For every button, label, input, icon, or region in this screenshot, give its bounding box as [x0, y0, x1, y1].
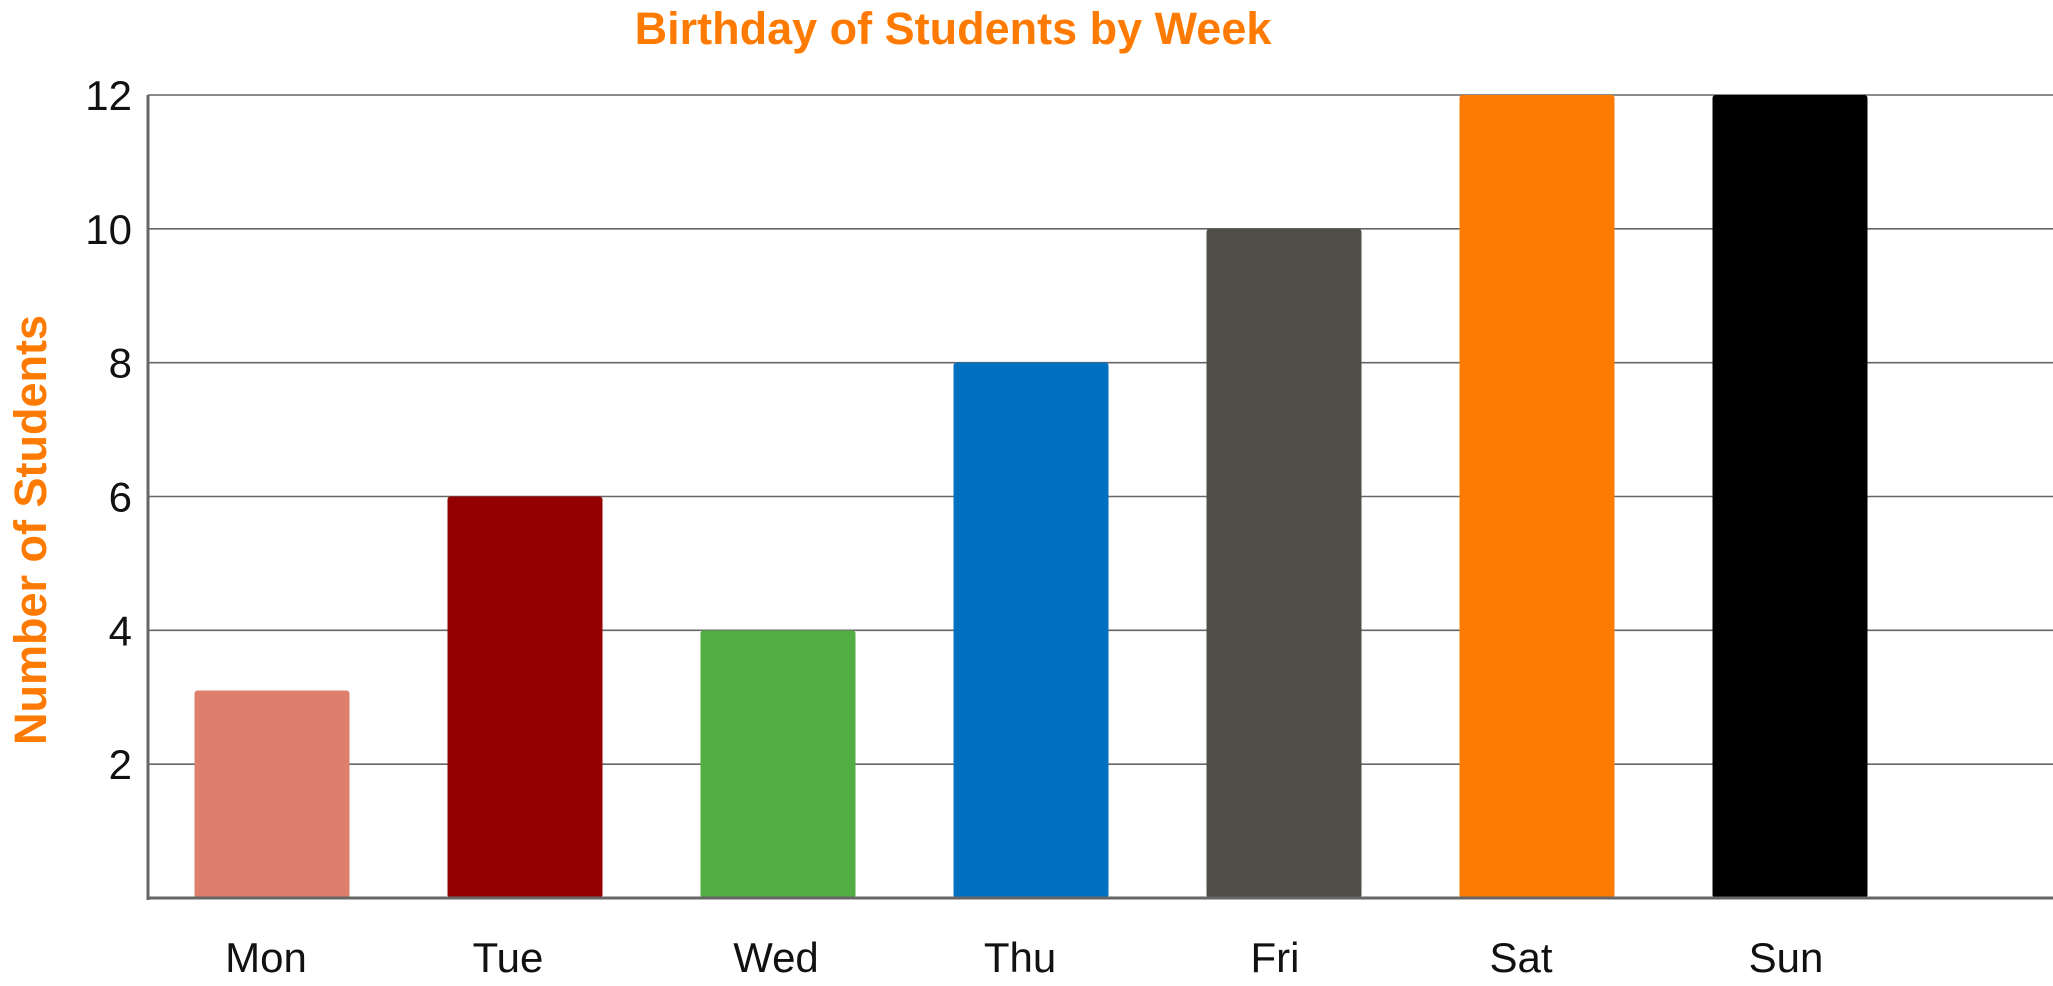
y-axis-label: Number of Students [5, 315, 56, 745]
y-tick-label: 6 [109, 474, 132, 521]
axes [146, 95, 2053, 900]
x-tick-label: Sat [1489, 934, 1552, 981]
bar-mon [194, 690, 350, 898]
y-tick-label: 2 [109, 741, 132, 788]
x-tick-label: Tue [473, 934, 544, 981]
bar-fri [1206, 228, 1362, 899]
bars [194, 95, 1868, 899]
y-tick-label: 12 [85, 72, 132, 119]
y-tick-labels: 2 4 6 8 10 12 [85, 72, 132, 788]
x-tick-label: Fri [1251, 934, 1300, 981]
bar-wed [700, 630, 856, 898]
bar-tue [447, 496, 603, 898]
x-tick-label: Wed [733, 934, 819, 981]
y-tick-label: 4 [109, 607, 132, 654]
bar-sat [1459, 95, 1615, 898]
x-tick-label: Sun [1749, 934, 1824, 981]
y-tick-label: 10 [85, 206, 132, 253]
chart-title: Birthday of Students by Week [635, 3, 1273, 54]
x-tick-label: Thu [984, 934, 1056, 981]
x-tick-labels: Mon Tue Wed Thu Fri Sat Sun [225, 934, 1823, 981]
bar-thu [953, 362, 1109, 899]
y-tick-label: 8 [109, 340, 132, 387]
bar-sun [1712, 95, 1868, 898]
x-tick-label: Mon [225, 934, 307, 981]
